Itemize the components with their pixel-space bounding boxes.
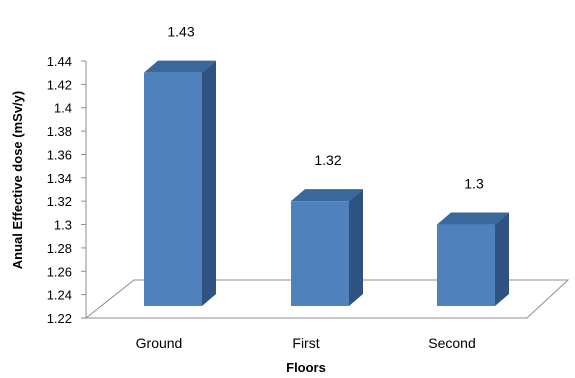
- bar-side-face: [202, 60, 216, 306]
- x-axis-label: Floors: [286, 360, 326, 375]
- data-label: 1.3: [464, 176, 484, 192]
- y-tick-label: 1.22: [47, 311, 72, 326]
- bar-top-face: [144, 60, 216, 73]
- bar-front-face: [144, 72, 202, 306]
- y-tick-label: 1.38: [47, 124, 72, 139]
- y-tick-label: 1.4: [54, 101, 72, 116]
- bar-ground: 1.43: [144, 24, 216, 306]
- y-tick-label: 1.34: [47, 171, 72, 186]
- y-tick-label: 1.28: [47, 241, 72, 256]
- y-tick-label: 1.42: [47, 77, 72, 92]
- y-axis-label: Anual Effective dose (mSv/y): [10, 91, 25, 269]
- data-label: 1.32: [314, 152, 341, 168]
- bar-top-face: [437, 212, 509, 225]
- bars: 1.43 1.32 1.3: [144, 24, 509, 306]
- bar-side-face: [349, 189, 363, 306]
- chart-floor: [84, 279, 570, 319]
- y-tick-label: 1.36: [47, 147, 72, 162]
- x-tick-label: Second: [428, 335, 475, 351]
- bar-front-face: [291, 201, 349, 306]
- bar-first: 1.32: [291, 152, 363, 306]
- y-axis: 1.22 1.24 1.26 1.28 1.3 1.32 1.34 1.36 1.38 1.4 1.…: [47, 54, 87, 326]
- x-tick-label: First: [292, 335, 319, 351]
- bar-second: 1.3: [437, 176, 509, 306]
- bar-front-face: [437, 224, 495, 306]
- y-tick-label: 1.44: [47, 54, 72, 69]
- y-tick-label: 1.26: [47, 264, 72, 279]
- y-tick-label: 1.24: [47, 288, 72, 303]
- x-axis-tick-labels: Ground First Second: [136, 335, 476, 351]
- y-tick-label: 1.32: [47, 194, 72, 209]
- x-tick-label: Ground: [136, 335, 183, 351]
- bar-side-face: [495, 212, 509, 306]
- y-tick-label: 1.3: [54, 218, 72, 233]
- floor-plane: [84, 279, 570, 319]
- data-label: 1.43: [167, 24, 194, 40]
- bar-top-face: [291, 189, 363, 202]
